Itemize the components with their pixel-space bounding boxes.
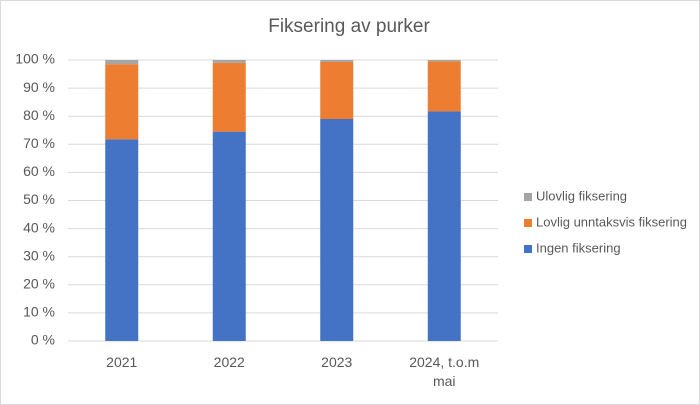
bar-segment: [320, 60, 354, 62]
bar-segment: [427, 61, 461, 112]
y-tick-label: 60 %: [23, 163, 55, 179]
x-tick-label: 2024, t.o.m mai: [409, 354, 480, 389]
legend-swatch: [524, 193, 532, 201]
y-tick-label: 50 %: [23, 191, 55, 207]
bar-segment: [427, 111, 461, 341]
legend-label: Lovlig unntaksvis fiksering: [536, 214, 687, 229]
x-tick-label-box: 2022: [213, 354, 245, 370]
bar-segment: [212, 131, 246, 341]
bar-segment: [105, 139, 139, 341]
bar-segment: [105, 64, 139, 140]
legend-label: Ingen fiksering: [536, 240, 621, 255]
bar-segment: [212, 60, 246, 63]
bar-segment: [320, 61, 354, 120]
y-tick-label: 40 %: [23, 219, 55, 235]
y-tick-label: 0 %: [31, 332, 55, 348]
chart-title: Fiksering av purker: [268, 16, 430, 37]
y-tick-label: 70 %: [23, 135, 55, 151]
bar-segment: [427, 60, 461, 62]
x-tick-label: 2022: [213, 354, 245, 370]
y-tick-label: 10 %: [23, 304, 55, 320]
bar-segment: [212, 62, 246, 132]
y-tick-label: 20 %: [23, 276, 55, 292]
x-tick-label: 2021: [106, 354, 138, 370]
y-tick-label: 100 %: [15, 51, 55, 67]
x-tick-label-box: 2021: [106, 354, 138, 370]
bar-segment: [105, 60, 139, 65]
x-tick-label-box: 2024, t.o.m mai: [409, 354, 480, 389]
legend-swatch: [524, 219, 532, 227]
y-tick-label: 80 %: [23, 107, 55, 123]
y-tick-label: 90 %: [23, 79, 55, 95]
x-tick-label-box: 2023: [321, 354, 353, 370]
y-tick-label: 30 %: [23, 247, 55, 263]
x-tick-label: 2023: [321, 354, 353, 370]
legend-swatch: [524, 245, 532, 253]
bar-segment: [320, 119, 354, 341]
legend-label: Ulovlig fiksering: [536, 188, 627, 203]
